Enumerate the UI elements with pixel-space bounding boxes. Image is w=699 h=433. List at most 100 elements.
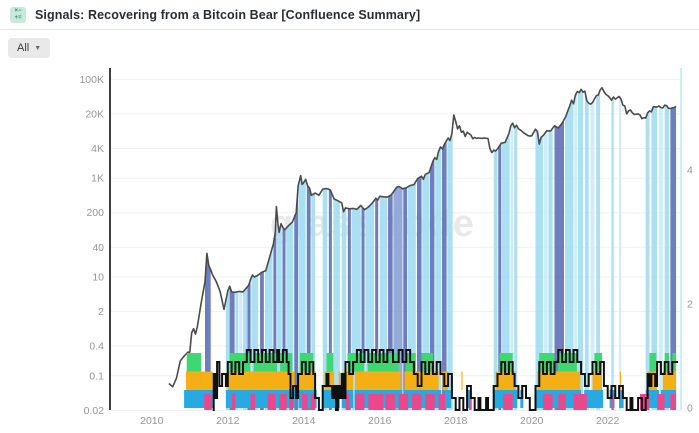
highlight-band-cyan xyxy=(645,87,650,410)
btc-price-line xyxy=(168,86,677,388)
signal-pink xyxy=(657,394,665,410)
highlight-band-medium xyxy=(393,87,403,410)
left-axis-tick: 0.1 xyxy=(89,370,104,382)
highlight-band-periwinkle xyxy=(282,87,286,410)
highlight-band-periwinkle xyxy=(416,87,422,410)
highlight-band-pale xyxy=(574,87,578,410)
signal-blue xyxy=(619,390,624,408)
signal-blue xyxy=(225,390,296,408)
signal-green xyxy=(421,353,433,372)
highlight-band-pale xyxy=(543,87,548,410)
signal-pink xyxy=(345,394,350,410)
right-axis-tick: 4 xyxy=(687,165,693,177)
signal-yellow xyxy=(662,371,677,390)
highlight-band-cyan xyxy=(565,87,574,410)
signal-pink xyxy=(355,394,365,410)
left-axis-tick: 20K xyxy=(85,108,104,120)
highlight-band-cyan xyxy=(286,87,294,410)
signal-pink xyxy=(503,394,513,410)
highlight-band-cyan xyxy=(379,87,388,410)
highlight-band-periwinkle xyxy=(442,87,447,410)
signal-pink xyxy=(573,394,587,410)
confluence-step-line xyxy=(212,349,678,411)
highlight-band-cyan xyxy=(651,87,658,410)
left-axis-tick: 1K xyxy=(91,173,104,185)
signal-yellow xyxy=(461,371,463,390)
highlight-band-cyan xyxy=(502,87,510,410)
signal-pink xyxy=(469,394,472,410)
signal-green xyxy=(649,353,657,372)
signal-yellow xyxy=(495,371,516,390)
signal-pink xyxy=(279,394,287,410)
x-axis-tick: 2012 xyxy=(216,415,240,427)
signal-yellow xyxy=(299,371,316,390)
signal-pink xyxy=(558,394,566,410)
highlight-band-periwinkle xyxy=(306,87,311,410)
highlight-band-cyan xyxy=(493,87,498,410)
signal-blue xyxy=(584,390,604,408)
highlight-band-periwinkle xyxy=(328,87,332,410)
highlight-band-cyan xyxy=(611,87,614,410)
highlight-band-periwinkle xyxy=(429,87,435,410)
highlight-band-pale xyxy=(510,87,514,410)
confluence-count-line xyxy=(212,349,678,411)
signal-pink xyxy=(398,394,409,410)
filter-all-label: All xyxy=(17,42,30,54)
signal-yellow xyxy=(338,371,341,390)
highlight-band-cyan xyxy=(664,87,670,410)
highlight-band-cyan xyxy=(584,87,589,410)
signal-pink xyxy=(438,394,446,410)
left-axis-tick: 2 xyxy=(98,306,104,318)
highlight-band-cyan xyxy=(596,87,601,410)
highlight-band-periwinkle xyxy=(361,87,365,410)
highlight-band-periwinkle xyxy=(375,87,379,410)
highlight-band-cyan xyxy=(514,87,518,410)
signals-calculator-icon: ×− += xyxy=(10,6,26,23)
highlight-band-pale xyxy=(619,87,621,410)
signal-pink xyxy=(611,394,614,410)
signal-yellow xyxy=(619,371,621,390)
signal-pink xyxy=(250,394,256,410)
highlight-band-cyan xyxy=(298,87,306,410)
signal-pink xyxy=(289,394,294,410)
left-axis-tick: 200 xyxy=(86,207,104,219)
signal-pink xyxy=(301,394,308,410)
signal-pink xyxy=(368,394,384,410)
x-axis-tick: 2014 xyxy=(292,415,316,427)
highlight-band-pale xyxy=(658,87,663,410)
highlight-band-periwinkle xyxy=(388,87,393,410)
highlight-band-cyan xyxy=(548,87,553,410)
signal-green xyxy=(594,353,602,372)
signal-blue xyxy=(404,390,442,408)
highlight-band-cyan xyxy=(341,87,347,410)
signal-yellow xyxy=(537,371,581,390)
signal-pink xyxy=(267,394,276,410)
chevron-down-icon: ▼ xyxy=(34,44,42,52)
left-axis-tick: 0.02 xyxy=(84,405,105,417)
highlight-band-cyan xyxy=(225,87,230,410)
highlight-band-periwinkle xyxy=(554,87,564,410)
highlight-band-cyan xyxy=(365,87,375,410)
signal-pink xyxy=(412,394,422,410)
axes xyxy=(109,68,682,410)
highlight-band-periwinkle xyxy=(204,87,211,410)
price-line xyxy=(168,86,677,388)
signal-pink xyxy=(310,394,316,410)
highlight-band-cyan xyxy=(422,87,430,410)
signal-blue xyxy=(444,390,452,408)
highlight-band-cyan xyxy=(447,87,453,410)
right-axis-tick: 0 xyxy=(687,403,693,415)
highlight-band-periwinkle xyxy=(498,87,502,410)
highlight-band-periwinkle xyxy=(670,87,677,410)
signal-green xyxy=(326,353,334,372)
highlight-band-cyan xyxy=(535,87,544,410)
highlight-band-cyan xyxy=(435,87,442,410)
signal-pink xyxy=(543,394,553,410)
filter-all-dropdown[interactable]: All ▼ xyxy=(8,38,51,58)
highlight-band-periwinkle xyxy=(403,87,408,410)
highlight-band-periwinkle xyxy=(347,87,351,410)
signal-yellow xyxy=(592,371,602,390)
left-axis-tick: 100K xyxy=(79,74,104,86)
signal-green xyxy=(186,353,202,372)
